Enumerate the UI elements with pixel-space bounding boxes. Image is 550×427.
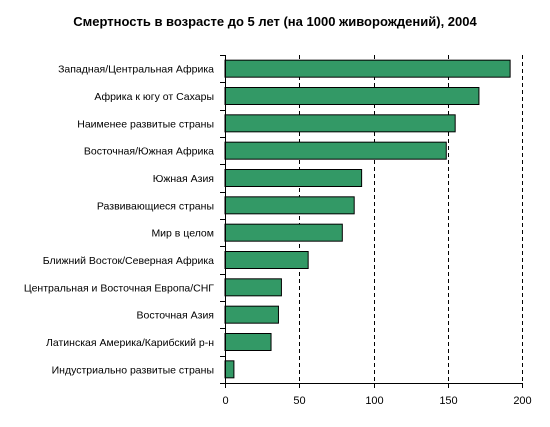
x-tick-label-150: 150	[439, 395, 457, 407]
bar-5	[224, 196, 355, 215]
bar-9	[224, 305, 279, 324]
category-label-5: Развивающиеся страны	[97, 200, 214, 212]
bar-2	[224, 114, 456, 133]
category-label-2: Наименее развитые страны	[77, 118, 214, 130]
category-label-8: Центральная и Восточная Европа/СНГ	[24, 282, 214, 294]
category-label-6: Мир в целом	[151, 228, 214, 240]
bar-0	[224, 59, 511, 78]
category-label-4: Южная Азия	[153, 173, 214, 185]
bar-3	[224, 141, 447, 160]
bar-8	[224, 278, 282, 297]
category-label-11: Индустриально развитые страны	[52, 364, 214, 376]
x-tick-label-50: 50	[293, 395, 305, 407]
bars	[224, 59, 511, 379]
category-labels: Западная/Центральная Африка Африка к югу …	[24, 64, 214, 377]
category-label-7: Ближний Восток/Северная Африка	[43, 255, 214, 267]
x-tick-label-200: 200	[513, 395, 531, 407]
chart-title: Смертность в возрасте до 5 лет (на 1000 …	[73, 14, 477, 29]
bar-1	[224, 87, 480, 105]
axes: 0 50 100 150 200	[220, 55, 532, 407]
category-label-10: Латинская Америка/Карибский р-н	[46, 337, 214, 349]
gridlines	[299, 55, 523, 383]
bar-6	[224, 223, 343, 242]
x-tick-label-0: 0	[222, 395, 228, 407]
category-label-9: Восточная Азия	[137, 310, 214, 322]
bar-11	[224, 360, 235, 379]
bar-7	[224, 251, 309, 269]
bar-10	[224, 333, 272, 351]
category-label-1: Африка к югу от Сахары	[94, 91, 214, 103]
x-tick-label-100: 100	[365, 395, 383, 407]
category-label-0: Западная/Центральная Африка	[58, 64, 214, 76]
bar-4	[224, 169, 363, 187]
category-label-3: Восточная/Южная Африка	[84, 146, 214, 158]
